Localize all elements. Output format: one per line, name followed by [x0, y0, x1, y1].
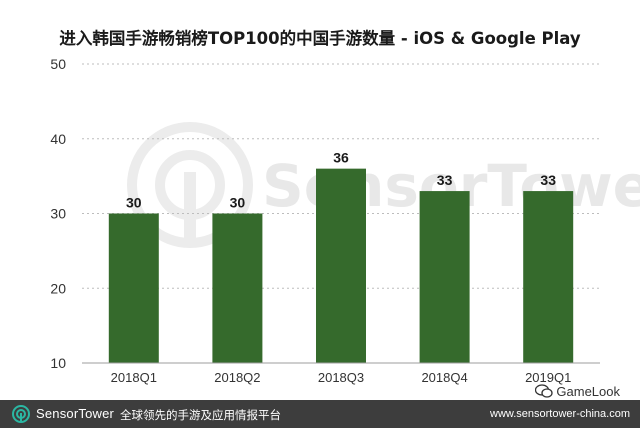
x-tick-label: 2018Q1 — [111, 370, 157, 385]
wechat-icon — [535, 384, 554, 398]
data-label: 30 — [230, 195, 246, 211]
bar-2018Q2 — [212, 213, 263, 363]
y-tick-label: 40 — [50, 131, 66, 147]
footer-brand: SensorTower — [36, 406, 115, 421]
data-label: 33 — [540, 172, 556, 188]
footer-tagline: 全球领先的手游及应用情报平台 — [120, 408, 281, 422]
y-tick-label: 50 — [50, 56, 66, 72]
bars — [108, 168, 574, 363]
footer-url[interactable]: www.sensortower-china.com — [490, 408, 630, 420]
bar-2019Q1 — [523, 191, 574, 363]
bar-2018Q1 — [108, 213, 159, 363]
sensortower-logo-icon — [12, 405, 30, 423]
gridlines — [82, 63, 600, 289]
y-tick-label: 30 — [50, 206, 66, 222]
gamelook-badge: GameLook — [535, 383, 620, 399]
data-label: 30 — [126, 195, 142, 211]
x-tick-label: 2019Q1 — [525, 370, 571, 385]
footer-bar: SensorTower 全球领先的手游及应用情报平台 www.sensortow… — [0, 400, 640, 428]
y-tick-label: 20 — [50, 280, 66, 296]
x-tick-label: 2018Q4 — [421, 370, 467, 385]
x-axis-ticks: 2018Q1 2018Q2 2018Q3 2018Q4 2019Q1 — [111, 370, 572, 385]
bar-chart: SensorTower 进入韩国手游畅销榜TOP100的中国手游数量 - iOS… — [50, 28, 640, 385]
x-tick-label: 2018Q3 — [318, 370, 364, 385]
badge-text: GameLook — [556, 383, 620, 399]
chart-title: 进入韩国手游畅销榜TOP100的中国手游数量 - iOS & Google Pl… — [59, 28, 581, 48]
y-axis-ticks: 10 20 30 40 50 — [50, 56, 66, 371]
bar-2018Q4 — [419, 191, 470, 363]
y-tick-label: 10 — [50, 355, 66, 371]
data-label: 36 — [333, 150, 349, 166]
data-label: 33 — [437, 172, 453, 188]
bar-2018Q3 — [316, 168, 366, 363]
data-labels: 30 30 36 33 33 — [126, 150, 556, 211]
x-tick-label: 2018Q2 — [214, 370, 260, 385]
